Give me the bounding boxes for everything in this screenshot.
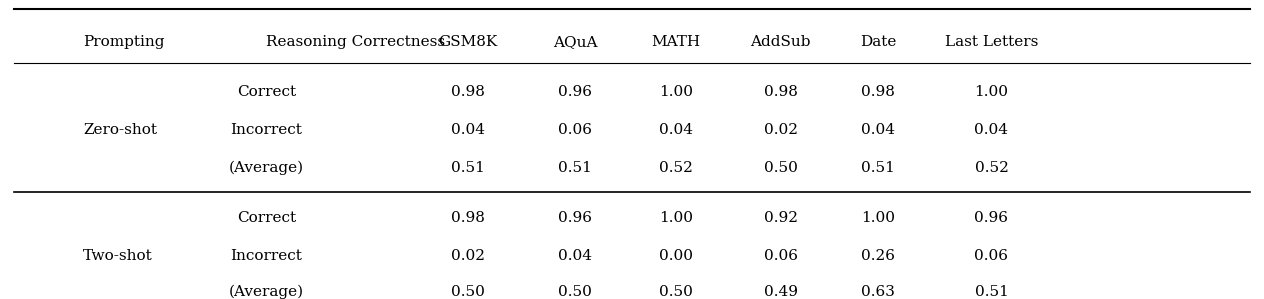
- Text: 0.06: 0.06: [975, 249, 1009, 263]
- Text: AddSub: AddSub: [751, 35, 811, 49]
- Text: 0.04: 0.04: [861, 123, 895, 137]
- Text: MATH: MATH: [651, 35, 700, 49]
- Text: 0.92: 0.92: [763, 211, 798, 225]
- Text: 0.50: 0.50: [763, 161, 798, 175]
- Text: 0.02: 0.02: [451, 249, 485, 263]
- Text: 0.51: 0.51: [975, 285, 1009, 299]
- Text: GSM8K: GSM8K: [439, 35, 498, 49]
- Text: Two-shot: Two-shot: [83, 249, 153, 263]
- Text: 0.26: 0.26: [861, 249, 895, 263]
- Text: 0.04: 0.04: [451, 123, 485, 137]
- Text: 0.98: 0.98: [763, 85, 798, 99]
- Text: 0.50: 0.50: [451, 285, 485, 299]
- Text: Correct: Correct: [236, 211, 296, 225]
- Text: 0.49: 0.49: [763, 285, 798, 299]
- Text: 0.51: 0.51: [559, 161, 592, 175]
- Text: 0.52: 0.52: [660, 161, 693, 175]
- Text: 0.52: 0.52: [975, 161, 1009, 175]
- Text: Prompting: Prompting: [83, 35, 164, 49]
- Text: 0.98: 0.98: [451, 211, 485, 225]
- Text: 0.98: 0.98: [451, 85, 485, 99]
- Text: Last Letters: Last Letters: [944, 35, 1038, 49]
- Text: (Average): (Average): [229, 161, 303, 176]
- Text: 0.02: 0.02: [763, 123, 798, 137]
- Text: 0.06: 0.06: [559, 123, 593, 137]
- Text: 0.51: 0.51: [861, 161, 895, 175]
- Text: 0.04: 0.04: [975, 123, 1009, 137]
- Text: 0.96: 0.96: [975, 211, 1009, 225]
- Text: 0.04: 0.04: [659, 123, 693, 137]
- Text: AQuA: AQuA: [552, 35, 598, 49]
- Text: 0.96: 0.96: [559, 85, 593, 99]
- Text: 1.00: 1.00: [659, 85, 693, 99]
- Text: Correct: Correct: [236, 85, 296, 99]
- Text: 0.63: 0.63: [861, 285, 895, 299]
- Text: Incorrect: Incorrect: [230, 123, 302, 137]
- Text: 0.96: 0.96: [559, 211, 593, 225]
- Text: Zero-shot: Zero-shot: [83, 123, 158, 137]
- Text: 1.00: 1.00: [975, 85, 1009, 99]
- Text: Incorrect: Incorrect: [230, 249, 302, 263]
- Text: 0.04: 0.04: [559, 249, 593, 263]
- Text: 0.50: 0.50: [660, 285, 693, 299]
- Text: 0.50: 0.50: [559, 285, 592, 299]
- Text: 1.00: 1.00: [659, 211, 693, 225]
- Text: 0.98: 0.98: [861, 85, 895, 99]
- Text: 0.00: 0.00: [659, 249, 693, 263]
- Text: Reasoning Correctness: Reasoning Correctness: [267, 35, 445, 49]
- Text: 1.00: 1.00: [861, 211, 895, 225]
- Text: 0.06: 0.06: [763, 249, 798, 263]
- Text: 0.51: 0.51: [451, 161, 485, 175]
- Text: Date: Date: [860, 35, 896, 49]
- Text: (Average): (Average): [229, 285, 303, 299]
